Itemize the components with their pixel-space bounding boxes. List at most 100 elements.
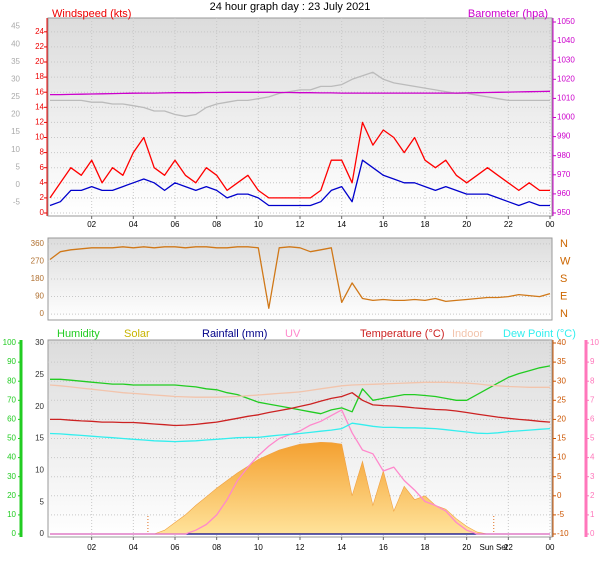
y2-tick-label: W xyxy=(560,255,571,267)
y-tick-label: 22 xyxy=(35,42,44,51)
y4-tick-label: 9 xyxy=(590,357,595,366)
y4-tick-label: 7 xyxy=(590,395,595,404)
y3-tick-label: 0 xyxy=(40,529,45,538)
x-tick-label: 20 xyxy=(462,543,471,552)
y4-tick-label: 5 xyxy=(590,434,595,443)
y3-tick-label: 30 xyxy=(11,74,20,83)
y2-tick-label: 30 xyxy=(557,376,566,385)
y2-tick-label: -10 xyxy=(557,529,569,538)
y2-tick-label: -5 xyxy=(557,510,565,519)
line xyxy=(49,381,550,398)
x-tick-label: 10 xyxy=(254,220,263,229)
legend-label: Temperature (°C) xyxy=(360,328,444,340)
line xyxy=(50,392,551,427)
y3-tick-label: 45 xyxy=(11,22,20,31)
y3-tick-label: 10 xyxy=(11,145,20,154)
x-tick-label: 04 xyxy=(129,220,138,229)
x-tick-label: 00 xyxy=(546,543,555,552)
line xyxy=(50,90,551,96)
y2-tick-label: 970 xyxy=(557,170,571,179)
y-tick-label: 12 xyxy=(35,118,44,127)
y4-tick-label: 6 xyxy=(590,415,595,424)
y2-tick-label: 1020 xyxy=(557,74,575,83)
y2-tick-label: 1030 xyxy=(557,55,575,64)
x-tick-label: 22 xyxy=(504,543,513,552)
y2-tick-label: N xyxy=(560,308,568,320)
y4-tick-label: 8 xyxy=(590,376,595,385)
y-tick-label: 10 xyxy=(35,133,44,142)
y2-tick-label: 950 xyxy=(557,208,571,217)
x-tick-label: 22 xyxy=(504,220,513,229)
y3-tick-label: 20 xyxy=(35,402,44,411)
y3-tick-label: 25 xyxy=(11,92,20,101)
y-tick-label: 360 xyxy=(31,239,45,248)
y-tick-label: 30 xyxy=(7,472,16,481)
y2-tick-label: 5 xyxy=(557,472,562,481)
y2-tick-label: 0 xyxy=(557,491,562,500)
y2-tick-label: S xyxy=(560,273,567,285)
x-tick-label: 02 xyxy=(87,220,96,229)
legend-label: Rainfall (mm) xyxy=(202,328,267,340)
legend-label: Humidity xyxy=(57,328,100,340)
x-tick-label: 06 xyxy=(171,220,180,229)
y4-tick-label: 2 xyxy=(590,491,595,500)
y2-tick-label: 980 xyxy=(557,151,571,160)
y2-tick-label: 1000 xyxy=(557,113,575,122)
x-tick-label: 14 xyxy=(337,543,346,552)
x-tick-label: 18 xyxy=(421,220,430,229)
y-tick-label: 18 xyxy=(35,72,44,81)
y3-tick-label: 35 xyxy=(11,57,20,66)
y-tick-label: 14 xyxy=(35,102,44,111)
title: 24 hour graph day : 23 July 2021 xyxy=(210,1,371,13)
y-tick-label: 80 xyxy=(7,376,16,385)
y3-tick-label: 5 xyxy=(40,497,45,506)
y-tick-label: 100 xyxy=(3,338,17,347)
sunset-label: Sun Set xyxy=(480,543,509,552)
y-tick-label: 0 xyxy=(40,309,45,318)
line xyxy=(49,159,550,207)
y2-tick-label: 40 xyxy=(557,338,566,347)
x-tick-label: 12 xyxy=(296,543,305,552)
legend-label: Dew Point (°C) xyxy=(503,328,576,340)
y2-tick-label: 1050 xyxy=(557,17,575,26)
x-tick-label: 12 xyxy=(296,220,305,229)
y3-tick-label: 15 xyxy=(35,434,44,443)
y-tick-label: 90 xyxy=(7,357,16,366)
y2-tick-label: 35 xyxy=(557,357,566,366)
y4-tick-label: 0 xyxy=(590,529,595,538)
y3-tick-label: 40 xyxy=(11,39,20,48)
y-tick-label: 0 xyxy=(12,529,17,538)
x-tick-label: 06 xyxy=(171,543,180,552)
x-tick-label: 10 xyxy=(254,543,263,552)
y4-tick-label: 10 xyxy=(590,338,599,347)
legend-label: UV xyxy=(285,328,301,340)
y2-label: Barometer (hpa) xyxy=(468,8,548,20)
y4-tick-label: 4 xyxy=(590,453,595,462)
y4-tick-label: 1 xyxy=(590,510,595,519)
y-tick-label: 4 xyxy=(40,178,45,187)
y2-tick-label: 20 xyxy=(557,415,566,424)
y-tick-label: 90 xyxy=(35,292,44,301)
y4-tick-label: 3 xyxy=(590,472,595,481)
y-tick-label: 2 xyxy=(40,193,45,202)
y-tick-label: 0 xyxy=(40,208,45,217)
y-tick-label: 40 xyxy=(7,453,16,462)
x-tick-label: 04 xyxy=(129,543,138,552)
y3-tick-label: 15 xyxy=(11,127,20,136)
x-tick-label: 08 xyxy=(212,220,221,229)
y3-tick-label: 30 xyxy=(35,338,44,347)
y2-tick-label: E xyxy=(560,290,567,302)
x-tick-label: 18 xyxy=(421,543,430,552)
y-tick-label: 270 xyxy=(31,257,45,266)
y2-tick-label: 10 xyxy=(557,453,566,462)
legend-label: Indoor xyxy=(452,328,484,340)
y-tick-label: 6 xyxy=(40,163,45,172)
y2-tick-label: 960 xyxy=(557,189,571,198)
y3-tick-label: 20 xyxy=(11,110,20,119)
line xyxy=(50,365,551,415)
x-tick-label: 20 xyxy=(462,220,471,229)
y3-tick-label: 0 xyxy=(16,180,21,189)
x-tick-label: 02 xyxy=(87,543,96,552)
y-tick-label: 60 xyxy=(7,415,16,424)
